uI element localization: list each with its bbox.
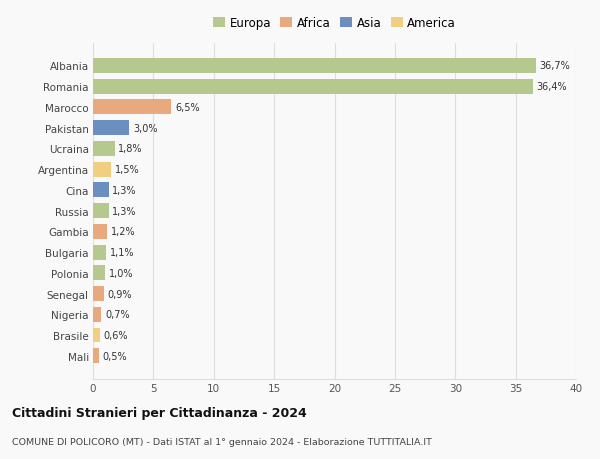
Bar (93, 59, 536, 74)
Text: 36,4%: 36,4% (536, 82, 567, 92)
Text: Cittadini Stranieri per Cittadinanza - 2024: Cittadini Stranieri per Cittadinanza - 2… (12, 406, 307, 419)
Text: 0,9%: 0,9% (107, 289, 132, 299)
Text: 1,3%: 1,3% (112, 206, 137, 216)
Bar (93, 307, 101, 322)
Text: 6,5%: 6,5% (175, 103, 200, 112)
Bar (93, 162, 111, 177)
Text: COMUNE DI POLICORO (MT) - Dati ISTAT al 1° gennaio 2024 - Elaborazione TUTTITALI: COMUNE DI POLICORO (MT) - Dati ISTAT al … (12, 437, 432, 446)
Bar (93, 204, 109, 218)
Bar (93, 79, 533, 95)
Text: 1,1%: 1,1% (110, 247, 134, 257)
Text: 0,6%: 0,6% (104, 330, 128, 340)
Bar (93, 224, 107, 239)
Bar (93, 183, 109, 198)
Text: 36,7%: 36,7% (540, 62, 571, 71)
Text: 1,2%: 1,2% (111, 227, 136, 237)
Legend: Europa, Africa, Asia, America: Europa, Africa, Asia, America (208, 13, 461, 35)
Bar (93, 266, 105, 280)
Bar (93, 328, 100, 343)
Text: 0,5%: 0,5% (103, 351, 127, 361)
Text: 0,7%: 0,7% (105, 310, 130, 319)
Text: 1,3%: 1,3% (112, 185, 137, 196)
Text: 1,8%: 1,8% (118, 144, 143, 154)
Bar (93, 121, 129, 136)
Bar (93, 245, 106, 260)
Text: 1,5%: 1,5% (115, 165, 139, 175)
Bar (93, 142, 115, 157)
Text: 1,0%: 1,0% (109, 268, 133, 278)
Bar (93, 286, 104, 302)
Bar (93, 100, 172, 115)
Bar (93, 348, 99, 364)
Text: 3,0%: 3,0% (133, 123, 157, 134)
